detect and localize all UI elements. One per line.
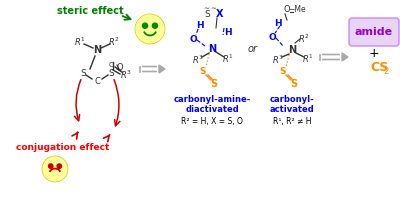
Text: R¹, R² ≠ H: R¹, R² ≠ H (273, 116, 311, 125)
Text: −Me: −Me (288, 5, 306, 14)
FancyBboxPatch shape (349, 18, 399, 46)
Text: $R^1$: $R^1$ (74, 36, 86, 48)
Text: N: N (93, 45, 101, 55)
Text: S: S (204, 9, 210, 19)
Text: $R^1$: $R^1$ (302, 53, 314, 65)
Text: amide: amide (355, 27, 393, 37)
Text: S: S (108, 69, 114, 77)
Circle shape (135, 14, 165, 44)
Text: O: O (189, 34, 197, 44)
Text: $R^2$: $R^2$ (298, 33, 310, 45)
Text: C: C (94, 76, 100, 85)
Text: activated: activated (270, 104, 314, 113)
Text: H: H (274, 19, 282, 28)
Text: $R^3$: $R^3$ (272, 54, 284, 66)
Text: conjugation effect: conjugation effect (16, 142, 110, 151)
Circle shape (48, 164, 53, 168)
Text: carbonyl-: carbonyl- (270, 95, 314, 103)
Polygon shape (159, 65, 165, 73)
Polygon shape (342, 53, 348, 61)
Text: carbonyl-amine-: carbonyl-amine- (173, 95, 251, 103)
Text: S: S (80, 69, 86, 77)
Text: $R^2$: $R^2$ (108, 36, 120, 48)
Text: R² = H, X = S, O: R² = H, X = S, O (181, 116, 243, 125)
Text: $R^3$: $R^3$ (120, 69, 132, 81)
Text: O: O (268, 33, 276, 42)
Text: O: O (284, 5, 290, 14)
Text: O: O (117, 62, 123, 72)
Circle shape (142, 23, 148, 28)
Text: S: S (210, 79, 218, 89)
Text: or: or (248, 44, 258, 54)
Text: C: C (109, 62, 113, 68)
Text: $R^3$: $R^3$ (192, 54, 204, 66)
Text: S: S (280, 67, 286, 75)
Text: +: + (369, 46, 379, 59)
Text: H: H (224, 28, 232, 36)
Text: S: S (290, 79, 298, 89)
Circle shape (57, 164, 62, 168)
Text: N: N (288, 45, 296, 55)
Text: H: H (196, 20, 204, 30)
Circle shape (42, 156, 68, 182)
Circle shape (152, 23, 158, 28)
Text: 2: 2 (383, 67, 388, 75)
Text: S: S (200, 67, 206, 75)
Text: X: X (216, 9, 224, 19)
Text: diactivated: diactivated (185, 104, 239, 113)
Text: CS: CS (370, 60, 388, 73)
Text: $\sim\!\sim$: $\sim\!\sim$ (202, 4, 218, 10)
Text: N: N (208, 44, 216, 54)
Text: $R^1$: $R^1$ (222, 53, 234, 65)
Text: steric effect: steric effect (57, 6, 123, 16)
